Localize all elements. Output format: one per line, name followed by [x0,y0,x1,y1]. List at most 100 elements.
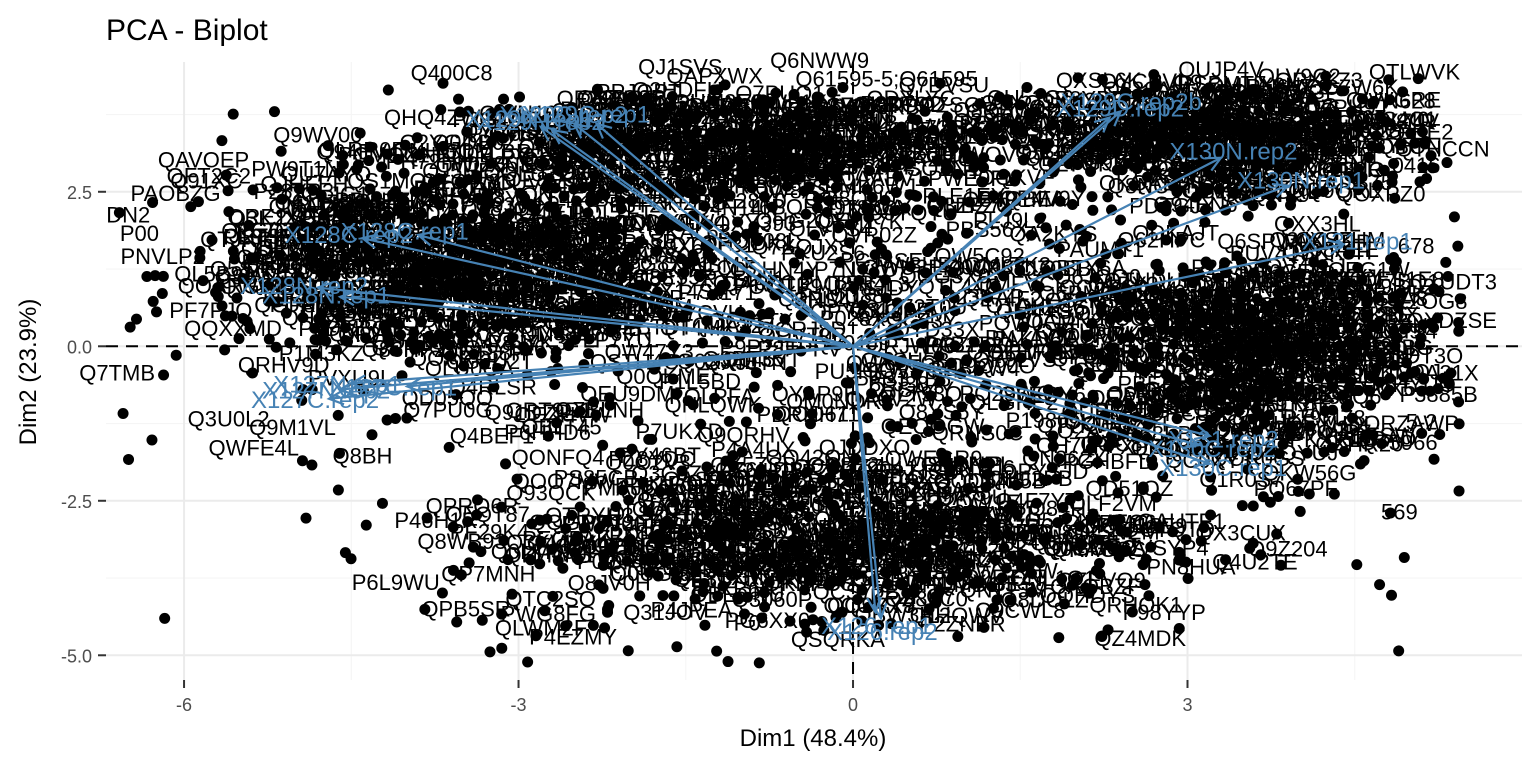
observation-point [522,275,534,287]
y-tick-label: -2.5 [61,492,92,512]
observation-point [458,188,470,200]
observation-label-clutter: PDQA30 [736,494,823,519]
observation-point [497,132,509,144]
observation-label-clutter: P006RC [716,164,799,189]
observation-point [197,275,209,287]
observation-point [582,348,594,360]
arrow-label: X127N.rep2 [262,378,390,405]
observation-point [354,127,366,139]
observation-label-clutter: QZ4MDK [1094,626,1186,651]
observation-point [656,271,668,283]
observation-point [622,645,634,657]
observation-point [212,282,224,294]
observation-point [464,327,476,339]
observation-point [216,135,228,147]
chart-title: PCA - Biplot [106,14,268,47]
observation-point [533,225,545,237]
observation-point [609,295,621,307]
observation-point [423,276,435,288]
observation-point [1086,191,1098,203]
observation-label-clutter: Q83XQ9 [519,226,605,251]
observation-point [1386,589,1398,601]
observation-label-clutter: QJJPER [631,544,715,569]
observation-point [551,231,563,243]
observation-point [634,236,646,248]
observation-point [206,234,218,246]
observation-point [117,407,129,419]
observation-point [381,414,393,426]
observation-point [347,246,359,258]
observation-label-clutter: PWG8FG [501,602,596,627]
observation-point [381,148,393,160]
observation-point [431,260,443,272]
observation-point [559,214,571,226]
observation-point [243,219,255,231]
observation-point [410,276,422,288]
observation-point [453,292,465,304]
x-tick-label: 3 [1183,695,1193,715]
observation-label-clutter: P6L9WU [352,570,440,595]
observation-label: Q61595-5;Q61595 [795,67,977,92]
observation-point [599,303,611,315]
observation-point [571,249,583,261]
observation-point [657,309,669,321]
observation-point [227,108,239,120]
observation-point [462,223,474,235]
observation-label-clutter: P4QBEA [978,187,1066,212]
observation-label-clutter: QPRQ6R [426,494,519,519]
observation-point [244,323,256,335]
observation-label-clutter: QVR02Z [831,222,917,247]
observation-point [416,218,428,230]
observation-point [553,326,565,338]
observation-point [423,330,435,342]
observation-point [249,252,261,264]
observation-label: P00 [120,221,159,246]
observation-point [331,344,343,356]
observation-label: Y0 [1403,107,1430,132]
observation-point [934,77,946,89]
arrow-label: X128C.rep2 [285,222,413,249]
observation-point [601,603,613,615]
observation-point [535,236,547,248]
observation-label-clutter: QQ42QN [765,445,857,470]
observation-point [300,221,312,233]
observation-point [480,290,492,302]
observation-point [577,181,589,193]
y-tick-label: 0.0 [67,337,92,357]
observation-label-clutter: P7JA1C [860,128,941,153]
observation-point [696,337,708,349]
observation-point [156,288,168,300]
observation-point [415,208,427,220]
observation-point [333,167,345,179]
observation-point [363,249,375,261]
observation-point [450,389,462,401]
y-axis-title: Dim2 (23.9%) [15,299,42,446]
observation-point [651,180,663,192]
observation-point [149,270,161,282]
observation-point [376,497,388,509]
observation-point [582,243,594,255]
observation-point [478,358,490,370]
observation-point [284,337,296,349]
observation-point [306,384,318,396]
arrow-label: X129N.rep2 [477,109,605,136]
observation-point [447,198,459,210]
observation-point [1053,632,1065,644]
observation-point [280,307,292,319]
observation-point [538,157,550,169]
observation-label-clutter: QVLSY9 [755,555,841,580]
observation-point [477,319,489,331]
observation-point [398,167,410,179]
observation-point [974,98,986,110]
observation-point [339,252,351,264]
observation-point [862,412,874,424]
observation-point [491,321,503,333]
observation-point [753,298,765,310]
observation-point [310,222,322,234]
observation-point [360,519,372,531]
observation-point [233,333,245,345]
observation-label-clutter: Q8JV0H [568,570,651,595]
observation-point [276,193,288,205]
observation-point [433,328,445,340]
observation-label: Q9WV00 [273,122,362,147]
